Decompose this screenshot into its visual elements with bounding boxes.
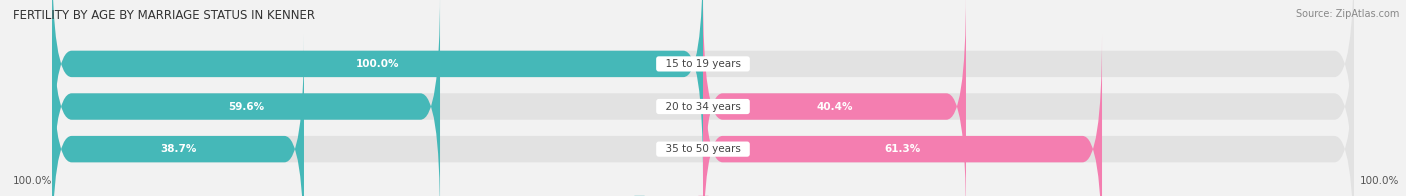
- Text: 100.0%: 100.0%: [356, 59, 399, 69]
- Text: 40.4%: 40.4%: [817, 102, 852, 112]
- FancyBboxPatch shape: [703, 34, 1102, 196]
- Text: 0.0%: 0.0%: [716, 59, 745, 69]
- Text: FERTILITY BY AGE BY MARRIAGE STATUS IN KENNER: FERTILITY BY AGE BY MARRIAGE STATUS IN K…: [13, 8, 315, 22]
- FancyBboxPatch shape: [52, 0, 1354, 179]
- Text: Source: ZipAtlas.com: Source: ZipAtlas.com: [1296, 8, 1399, 18]
- Text: 35 to 50 years: 35 to 50 years: [659, 144, 747, 154]
- FancyBboxPatch shape: [52, 34, 1354, 196]
- Text: 15 to 19 years: 15 to 19 years: [659, 59, 747, 69]
- FancyBboxPatch shape: [52, 34, 304, 196]
- Text: 20 to 34 years: 20 to 34 years: [659, 102, 747, 112]
- Text: 100.0%: 100.0%: [1360, 176, 1399, 186]
- FancyBboxPatch shape: [52, 0, 703, 179]
- Text: 59.6%: 59.6%: [228, 102, 264, 112]
- Text: 61.3%: 61.3%: [884, 144, 921, 154]
- Text: 38.7%: 38.7%: [160, 144, 197, 154]
- FancyBboxPatch shape: [703, 0, 966, 196]
- FancyBboxPatch shape: [52, 0, 1354, 196]
- Text: 100.0%: 100.0%: [13, 176, 52, 186]
- FancyBboxPatch shape: [52, 0, 440, 196]
